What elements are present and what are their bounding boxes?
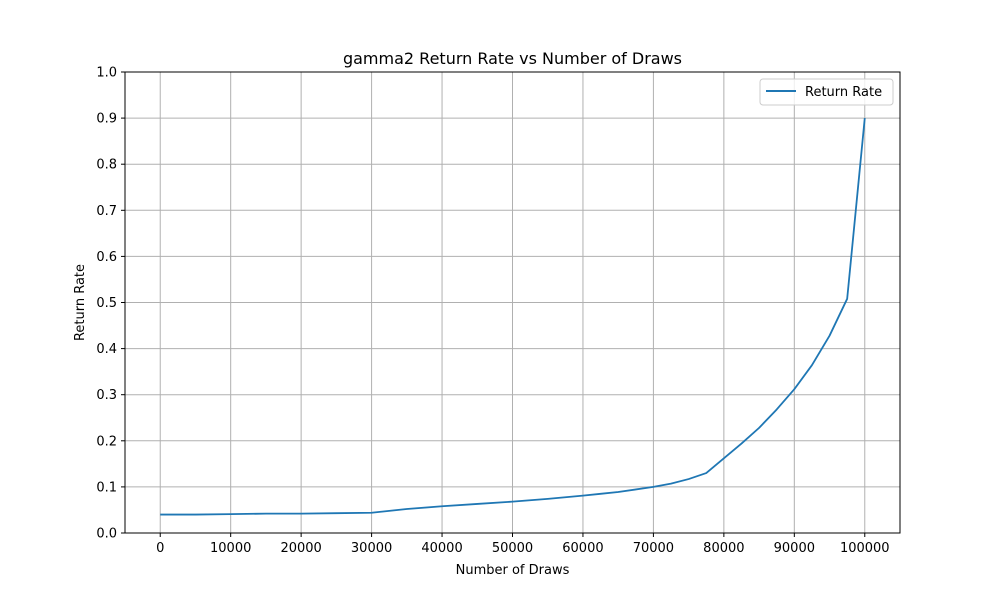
x-tick-label: 90000 [774,541,815,556]
x-axis: 0 10000 20000 30000 40000 50000 60000 70000 8000… [156,533,890,556]
y-tick-label: 0.0 [96,527,117,542]
x-tick-label: 50000 [492,541,533,556]
x-tick-label: 20000 [280,541,321,556]
y-tick-label: 0.4 [96,342,117,357]
legend-label-return-rate: Return Rate [805,85,882,100]
y-tick-label: 0.6 [96,250,117,265]
y-axis-label: Return Rate [73,264,88,341]
x-tick-label: 80000 [703,541,744,556]
x-tick-label: 100000 [840,541,890,556]
x-axis-label: Number of Draws [456,563,570,578]
y-tick-label: 0.3 [96,388,117,403]
y-tick-label: 1.0 [96,66,117,81]
series-line-return-rate [160,118,866,516]
y-tick-label: 0.2 [96,434,117,449]
x-tick-label: 40000 [421,541,462,556]
y-tick-label: 0.9 [96,112,117,127]
x-tick-label: 60000 [562,541,603,556]
legend: Return Rate [759,78,894,106]
x-tick-label: 30000 [351,541,392,556]
y-tick-label: 0.1 [96,480,117,495]
x-tick-label: 0 [156,541,164,556]
x-tick-label: 10000 [210,541,251,556]
chart-title: gamma2 Return Rate vs Number of Draws [343,49,682,68]
y-tick-label: 0.5 [96,296,117,311]
grid [125,71,900,534]
legend-box [759,78,894,106]
y-tick-label: 0.7 [96,204,117,219]
y-axis: 0.0 0.1 0.2 0.3 0.4 0.5 0.6 0.7 0.8 0.9 1.0 [96,66,125,542]
x-tick-label: 70000 [633,541,674,556]
series-layer [160,118,866,516]
y-tick-label: 0.8 [96,158,117,173]
